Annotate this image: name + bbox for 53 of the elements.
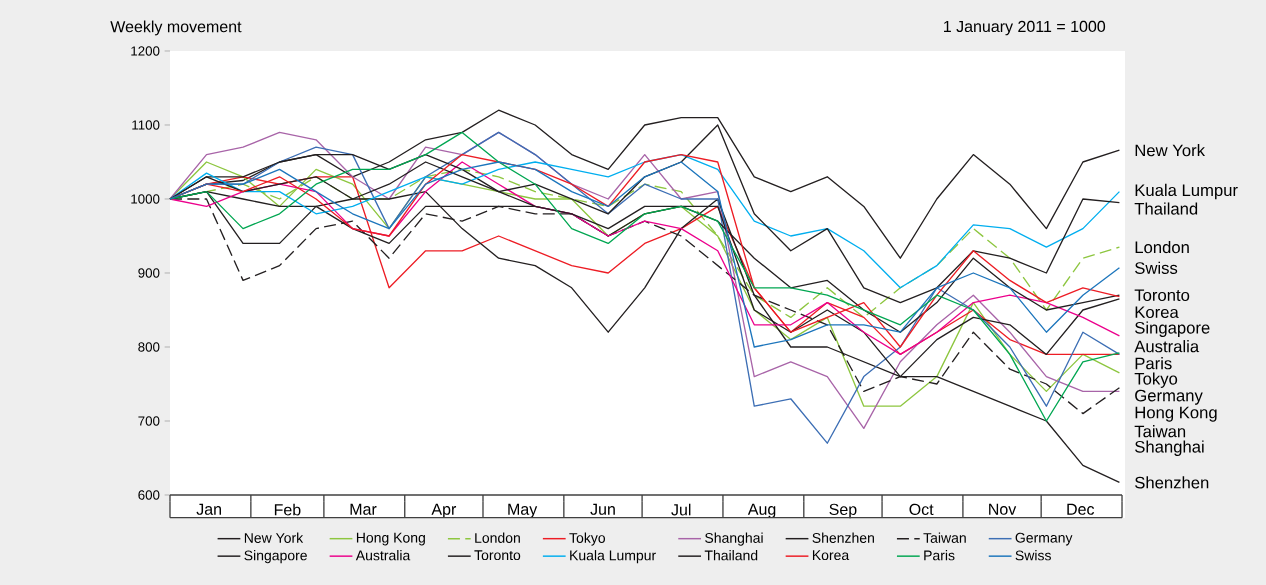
legend-label: Toronto <box>474 550 521 561</box>
y-tick-label: 800 <box>138 342 160 352</box>
text: Hong Kong <box>1135 406 1217 422</box>
y-tick-label: 700 <box>138 416 160 426</box>
x-tick-label: Nov <box>989 503 1017 515</box>
y-tick-label: 1000 <box>131 194 160 204</box>
text: Kuala Lumpur <box>1135 183 1238 200</box>
legend-label: Australia <box>355 550 411 561</box>
text: Toronto <box>1134 289 1190 302</box>
x-tick-label: Aug <box>747 503 776 519</box>
legend-label: Swiss <box>1015 550 1051 561</box>
legend-label: New York <box>244 532 304 543</box>
legend-label: Taiwan <box>923 532 966 543</box>
x-tick-label: Sep <box>829 503 857 519</box>
text: New York <box>1135 144 1206 157</box>
x-tick-label: May <box>508 503 538 519</box>
y-tick-label: 600 <box>138 490 160 500</box>
legend-label: Kuala Lumpur <box>570 550 656 564</box>
legend-label: Tokyo <box>569 532 606 546</box>
text: Shenzhen <box>1135 476 1209 489</box>
text: Shanghai <box>1135 440 1204 456</box>
legend-label: Germany <box>1015 532 1073 546</box>
legend-label: Shenzhen <box>812 532 874 543</box>
text: Taiwan <box>1134 425 1186 438</box>
x-tick-label: Mar <box>350 503 377 515</box>
x-tick-label: Jul <box>671 503 691 516</box>
text: 1 January 2011 = 1000 <box>944 20 1106 36</box>
legend-label: Korea <box>812 550 850 561</box>
text: Thailand <box>1134 202 1198 215</box>
x-tick-label: Jan <box>196 503 221 515</box>
text: Swiss <box>1135 261 1178 274</box>
y-axis-title: Weekly movement <box>110 20 242 36</box>
legend-label: Singapore <box>244 550 307 564</box>
legend-label: Hong Kong <box>356 532 425 546</box>
text: Paris <box>1135 357 1172 370</box>
x-tick-label: Oct <box>909 503 934 516</box>
legend-label: Thailand <box>704 550 758 561</box>
text: Tokyo <box>1134 372 1178 388</box>
text: Australia <box>1134 340 1200 353</box>
x-tick-label: Dec <box>1067 503 1095 515</box>
text: Singapore <box>1135 321 1210 337</box>
y-tick-label: 1200 <box>131 46 160 56</box>
text: Korea <box>1135 306 1179 319</box>
y-tick-label: 900 <box>138 268 160 278</box>
legend-label: Paris <box>924 550 955 561</box>
x-tick-label: Jun <box>590 503 615 515</box>
text: Germany <box>1135 389 1203 405</box>
x-tick-label: Apr <box>431 503 457 519</box>
legend-label: Shanghai <box>705 532 763 546</box>
legend-label: London <box>475 532 520 543</box>
x-tick-label: Feb <box>274 503 301 516</box>
y-tick-label: 1100 <box>132 120 160 130</box>
text: London <box>1135 240 1189 254</box>
